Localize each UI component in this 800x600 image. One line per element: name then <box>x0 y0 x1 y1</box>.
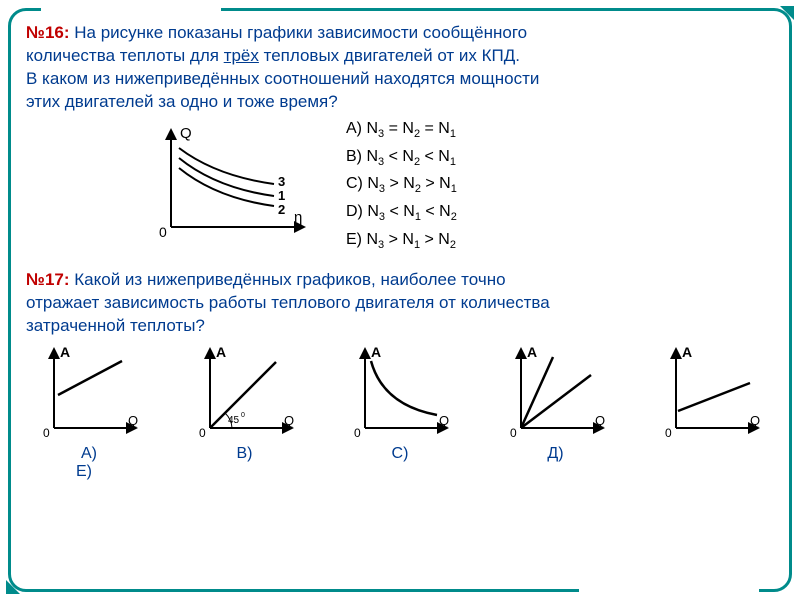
q17-graph-c: A Q 0 <box>345 343 455 438</box>
svg-text:Q: Q <box>750 413 760 428</box>
svg-text:0: 0 <box>354 426 361 438</box>
q16-body: Q η 0 3 1 2 A) N3 = N2 = N1 B) N3 < N2 <… <box>26 116 774 255</box>
q17-graph-b: A Q 0 450 <box>190 343 300 438</box>
q16-answer-c: C) N3 > N2 > N1 <box>346 171 457 199</box>
q16-line3: В каком из нижеприведённых соотношений н… <box>26 69 539 88</box>
q17-line3: затраченной теплоты? <box>26 316 205 335</box>
svg-text:0: 0 <box>665 426 672 438</box>
corner-decoration-tr <box>780 6 794 20</box>
q17-option-a: A Q 0 А) Е) <box>34 343 144 463</box>
svg-text:0: 0 <box>43 426 50 438</box>
svg-text:A: A <box>371 344 381 360</box>
q17-label-e-extra: Е) <box>76 463 92 481</box>
q16-graph: Q η 0 3 1 2 <box>146 122 316 255</box>
q17-label-c: С) <box>345 445 455 463</box>
corner-decoration-bl <box>6 580 20 594</box>
svg-text:Q: Q <box>128 413 138 428</box>
svg-text:0: 0 <box>241 412 245 419</box>
svg-text:Q: Q <box>595 413 605 428</box>
svg-text:45: 45 <box>228 415 240 426</box>
q17-number: №17: <box>26 270 70 289</box>
q16-origin: 0 <box>159 224 167 240</box>
q16-prompt: №16: На рисунке показаны графики зависим… <box>26 22 774 114</box>
q16-line4: этих двигателей за одно и тоже время? <box>26 92 338 111</box>
q16-line2-underlined: трёх <box>224 46 259 65</box>
svg-text:Q: Q <box>284 413 294 428</box>
q17-prompt: №17: Какой из нижеприведённых графиков, … <box>26 269 774 338</box>
q17-label-a: А) <box>81 445 97 462</box>
q17-graph-a: A Q 0 <box>34 343 144 438</box>
svg-text:0: 0 <box>199 426 206 438</box>
svg-text:A: A <box>527 344 537 360</box>
q17-option-c: A Q 0 С) <box>345 343 455 463</box>
q16-answer-d: D) N3 < N1 < N2 <box>346 199 457 227</box>
q16-line2a: количества теплоты для <box>26 46 224 65</box>
q16-number: №16: <box>26 23 70 42</box>
svg-text:A: A <box>682 344 692 360</box>
q16-y-label: Q <box>180 125 192 142</box>
q16-curve-1: 1 <box>278 188 285 203</box>
q16-chart-svg: Q η 0 3 1 2 <box>146 122 316 242</box>
q16-curve-2: 2 <box>278 202 285 217</box>
slide-content: №16: На рисунке показаны графики зависим… <box>26 22 774 578</box>
q16-answer-b: B) N3 < N2 < N1 <box>346 144 457 172</box>
q17-label-b: В) <box>190 445 300 463</box>
q16-answer-e: E) N3 > N1 > N2 <box>346 227 457 255</box>
q17-line1: Какой из нижеприведённых графиков, наибо… <box>74 270 505 289</box>
q16-answer-a: A) N3 = N2 = N1 <box>346 116 457 144</box>
svg-text:0: 0 <box>510 426 517 438</box>
svg-text:Q: Q <box>439 413 449 428</box>
q17-graph-e: A Q 0 <box>656 343 766 438</box>
q16-x-label: η <box>294 209 302 226</box>
q17-label-d: Д) <box>501 445 611 463</box>
q16-line1: На рисунке показаны графики зависимости … <box>74 23 527 42</box>
q16-answers: A) N3 = N2 = N1 B) N3 < N2 < N1 C) N3 > … <box>346 116 457 255</box>
q17-option-d: A Q 0 Д) <box>501 343 611 463</box>
svg-text:A: A <box>216 344 226 360</box>
q16-line2b: тепловых двигателей от их КПД. <box>259 46 520 65</box>
q17-options: A Q 0 А) Е) A Q 0 450 В) <box>26 343 774 463</box>
q17-option-e: A Q 0 <box>656 343 766 463</box>
q17-line2: отражает зависимость работы теплового дв… <box>26 293 550 312</box>
q17-graph-d: A Q 0 <box>501 343 611 438</box>
q16-curve-3: 3 <box>278 174 285 189</box>
svg-text:A: A <box>60 344 70 360</box>
q17-option-b: A Q 0 450 В) <box>190 343 300 463</box>
